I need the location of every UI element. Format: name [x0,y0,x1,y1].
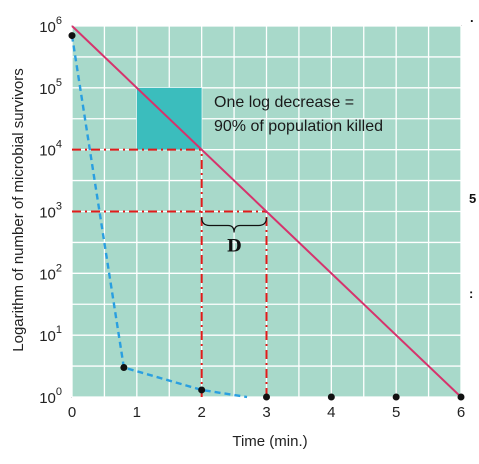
data-point [327,393,335,401]
d-label: D [227,237,242,257]
reference-lines [72,148,268,397]
y-tick-label: 101 [39,324,62,345]
y-tick-label: 106 [39,15,62,36]
margin-mark-2: 5 [469,191,476,206]
series-line-1 [71,25,462,398]
margin-mark-1: . [470,10,474,25]
data-point [120,363,128,371]
x-axis-label: Time (min.) [232,433,307,450]
x-tick-label: 2 [197,404,205,421]
x-tick-label: 1 [133,404,141,421]
y-tick-label: 103 [39,201,62,222]
x-tick-label: 3 [262,404,270,421]
x-tick-labels: 0 1 2 3 4 5 6 [68,404,465,421]
y-tick-label: 105 [39,77,62,98]
x-tick-label: 6 [457,404,465,421]
series-group [70,25,462,399]
markers-group [68,32,465,401]
data-point [392,393,400,401]
data-point [263,393,270,401]
y-tick-label: 102 [39,262,62,283]
d-bracket [201,217,268,233]
x-tick-label: 4 [327,404,335,421]
y-axis-label: Logarithm of number of microbial survivo… [10,68,27,351]
annotation-line-1: One log decrease = [214,94,354,111]
y-tick-labels: 100 101 102 103 104 105 106 [39,15,62,407]
x-tick-label: 0 [68,404,76,421]
data-point [457,393,465,401]
annotation-line-2: 90% of population killed [214,118,383,135]
data-point [198,386,206,394]
y-tick-label: 104 [39,139,62,160]
data-point [68,32,76,40]
margin-mark-3: : [469,286,473,301]
y-tick-label: 100 [39,386,62,407]
x-tick-label: 5 [392,404,400,421]
